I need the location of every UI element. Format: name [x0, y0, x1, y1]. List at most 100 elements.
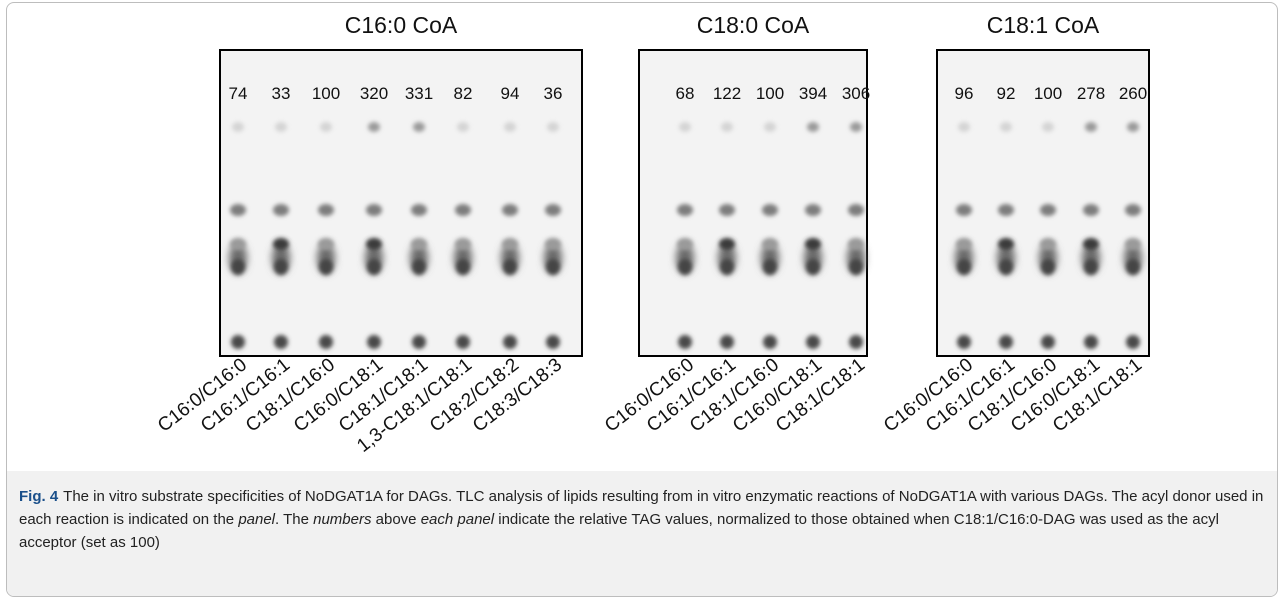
tlc-spot — [413, 122, 425, 132]
relative-tag-value: 36 — [544, 84, 563, 103]
tlc-spot — [273, 204, 289, 216]
relative-tag-value: 278 — [1077, 84, 1105, 103]
caption-segment: indicate the relative TAG values, normal… — [19, 511, 1224, 551]
tlc-spot — [366, 238, 382, 250]
tlc-spot — [764, 122, 776, 132]
tlc-spot — [762, 238, 778, 250]
tlc-spot — [1085, 122, 1097, 132]
tlc-spot — [455, 238, 471, 250]
tlc-spot — [456, 259, 470, 275]
tlc-spot — [999, 259, 1013, 275]
tlc-origin-spot — [957, 335, 971, 349]
tlc-spot — [1040, 238, 1056, 250]
tlc-spot — [678, 259, 692, 275]
tlc-origin-spot — [546, 335, 560, 349]
figure: C16:0 CoA 74 C16:0/C16:0 33 C16:1/C16:1 100 C1… — [6, 2, 1278, 597]
tlc-spot — [1083, 204, 1099, 216]
relative-tag-value: 74 — [229, 84, 248, 103]
tlc-spot — [368, 122, 380, 132]
relative-tag-value: 260 — [1119, 84, 1147, 103]
tlc-spot — [805, 238, 821, 250]
tlc-spot — [366, 204, 382, 216]
figure-label: Fig. 4 — [19, 488, 59, 505]
tlc-spot — [956, 204, 972, 216]
panel-title: C16:0 CoA — [345, 12, 458, 38]
tlc-origin-spot — [678, 335, 692, 349]
tlc-spot — [503, 259, 517, 275]
panel-title: C18:1 CoA — [987, 12, 1100, 38]
tlc-spot — [411, 238, 427, 250]
relative-tag-value: 100 — [1034, 84, 1062, 103]
tlc-spot — [1127, 122, 1139, 132]
tlc-spot — [807, 122, 819, 132]
relative-tag-value: 33 — [272, 84, 291, 103]
tlc-origin-spot — [503, 335, 517, 349]
tlc-spot — [1042, 122, 1054, 132]
relative-tag-value: 94 — [501, 84, 520, 103]
tlc-spot — [850, 122, 862, 132]
tlc-origin-spot — [999, 335, 1013, 349]
tlc-spot — [367, 259, 381, 275]
tlc-origin-spot — [456, 335, 470, 349]
tlc-plate — [638, 49, 868, 357]
tlc-spot — [849, 259, 863, 275]
caption-text: The in vitro substrate specificities of … — [19, 488, 1268, 551]
tlc-spot — [956, 238, 972, 250]
tlc-spot — [232, 122, 244, 132]
tlc-spot — [455, 204, 471, 216]
relative-tag-value: 96 — [955, 84, 974, 103]
tlc-spot — [545, 238, 561, 250]
panel-title: C18:0 CoA — [697, 12, 810, 38]
tlc-spot — [1083, 238, 1099, 250]
relative-tag-value: 100 — [312, 84, 340, 103]
tlc-spot — [1000, 122, 1012, 132]
tlc-origin-spot — [849, 335, 863, 349]
relative-tag-value: 122 — [713, 84, 741, 103]
tlc-spot — [721, 122, 733, 132]
tlc-origin-spot — [319, 335, 333, 349]
tlc-spot — [806, 259, 820, 275]
tlc-spot — [547, 122, 559, 132]
tlc-spot — [719, 204, 735, 216]
tlc-spot — [545, 204, 561, 216]
tlc-spot — [848, 204, 864, 216]
tlc-spot — [720, 259, 734, 275]
tlc-origin-spot — [763, 335, 777, 349]
relative-tag-value: 100 — [756, 84, 784, 103]
tlc-spot — [319, 259, 333, 275]
relative-tag-value: 331 — [405, 84, 433, 103]
tlc-spot — [274, 259, 288, 275]
tlc-spot — [457, 122, 469, 132]
tlc-origin-spot — [1126, 335, 1140, 349]
tlc-origin-spot — [274, 335, 288, 349]
tlc-spot — [275, 122, 287, 132]
tlc-spot — [1125, 204, 1141, 216]
tlc-spot — [273, 238, 289, 250]
tlc-origin-spot — [806, 335, 820, 349]
tlc-spot — [230, 238, 246, 250]
tlc-spot — [998, 238, 1014, 250]
relative-tag-value: 82 — [454, 84, 473, 103]
tlc-origin-spot — [231, 335, 245, 349]
caption-segment: numbers — [313, 511, 372, 528]
tlc-origin-spot — [720, 335, 734, 349]
tlc-origin-spot — [412, 335, 426, 349]
tlc-spot — [762, 204, 778, 216]
tlc-spot — [230, 204, 246, 216]
tlc-origin-spot — [367, 335, 381, 349]
caption-segment: . The — [275, 511, 314, 528]
tlc-spot — [318, 238, 334, 250]
tlc-spot — [231, 259, 245, 275]
tlc-spot — [1040, 204, 1056, 216]
relative-tag-value: 92 — [997, 84, 1016, 103]
tlc-spot — [502, 204, 518, 216]
caption-segment: The in vitro substrate specificities of … — [19, 488, 1268, 528]
relative-tag-value: 68 — [676, 84, 695, 103]
tlc-origin-spot — [1041, 335, 1055, 349]
tlc-plate — [936, 49, 1150, 357]
tlc-origin-spot — [1084, 335, 1098, 349]
tlc-spot — [677, 238, 693, 250]
tlc-spot — [502, 238, 518, 250]
tlc-spot — [848, 238, 864, 250]
tlc-spot — [1125, 238, 1141, 250]
